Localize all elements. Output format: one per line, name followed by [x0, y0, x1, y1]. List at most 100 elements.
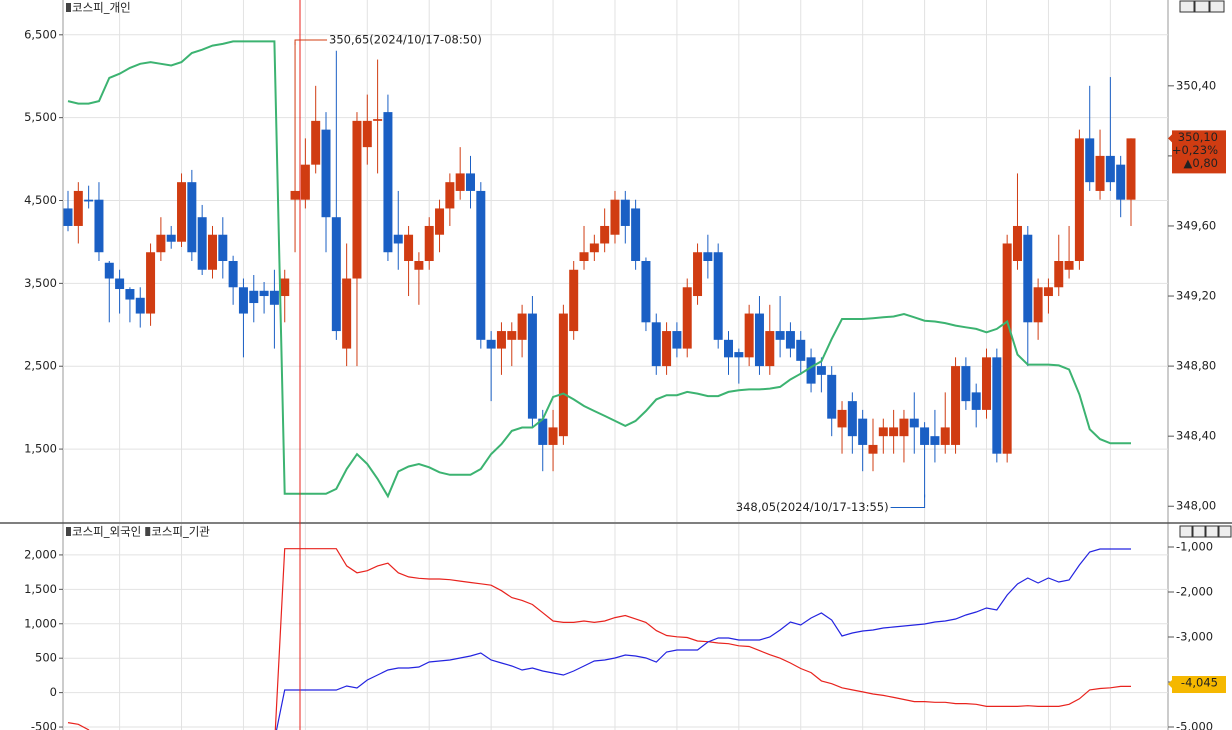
candle-body	[146, 252, 156, 314]
candle-body	[796, 339, 806, 361]
y2-tick-label: -2,000	[1176, 584, 1213, 598]
panel-buttons-bottom[interactable]	[1179, 525, 1232, 538]
candle-body	[115, 278, 125, 290]
legend-label: 코스피_개인	[72, 1, 131, 15]
price-badge	[1172, 676, 1226, 694]
candle-body	[1116, 164, 1126, 200]
candle-body	[238, 287, 248, 314]
candle-body	[445, 182, 455, 209]
candle-body	[63, 208, 73, 226]
candle-body	[1002, 243, 1012, 454]
candle-body	[930, 436, 940, 445]
candle-body	[455, 173, 465, 191]
candle-body	[249, 290, 259, 304]
candle-body	[569, 269, 579, 332]
y-tick-label: 6,500	[24, 27, 57, 41]
candle-body	[878, 427, 888, 437]
candle-body	[1085, 138, 1095, 183]
series-line	[275, 548, 1131, 730]
candle-body	[1126, 138, 1136, 200]
candle-body	[806, 357, 816, 384]
y-tick-label: 1,500	[24, 442, 57, 456]
candle-body	[187, 182, 197, 253]
candle-body	[775, 331, 785, 340]
button[interactable]	[1179, 0, 1195, 13]
candle-body	[744, 313, 754, 358]
candle-body	[290, 190, 300, 200]
candle-body	[465, 173, 475, 191]
panel-buttons-top[interactable]	[1179, 0, 1225, 13]
y2-tick-label: -5,000	[1176, 719, 1213, 730]
candle-body	[961, 366, 971, 402]
candle-body	[909, 418, 919, 428]
button[interactable]	[1179, 525, 1193, 538]
annotation: 350,65(2024/10/17-08:50)	[329, 33, 482, 47]
candle-body	[73, 190, 83, 226]
price-badge-pointer	[1168, 679, 1173, 690]
y-tick-label: 0	[50, 685, 57, 699]
panel-1	[63, 524, 1168, 730]
y-tick-label: -500	[31, 720, 57, 730]
candle-body	[724, 339, 734, 358]
legend-label: 코스피_기관	[151, 525, 210, 539]
legend-icon	[66, 527, 71, 536]
candle-body	[600, 225, 610, 244]
price-badge-text: -4,045	[1181, 676, 1218, 690]
candle-body	[754, 313, 764, 367]
button[interactable]	[1209, 0, 1225, 13]
y2-tick-label: 349,60	[1176, 218, 1216, 232]
candle-body	[104, 262, 114, 279]
candle-body	[610, 199, 620, 235]
button[interactable]	[1205, 525, 1219, 538]
candle-body	[1105, 155, 1115, 183]
candle-body	[259, 290, 269, 297]
candle-body	[682, 287, 692, 349]
price-badge	[1172, 130, 1226, 174]
series-line	[67, 40, 1131, 499]
candle-body	[940, 427, 950, 445]
candle-body	[1095, 155, 1105, 191]
candle-body	[135, 297, 145, 314]
candle-body	[1074, 138, 1084, 261]
candle-body	[166, 234, 176, 242]
button[interactable]	[1192, 525, 1206, 538]
panel-0	[63, 0, 1168, 522]
candle-body	[300, 164, 310, 200]
y2-tick-label: 348,80	[1176, 359, 1216, 373]
candle-body	[1023, 234, 1033, 323]
candle-body	[713, 252, 723, 340]
candle-body	[538, 418, 548, 445]
candle-body	[476, 190, 486, 340]
candle-body	[1012, 225, 1022, 261]
candle-body	[507, 331, 517, 340]
candle-body	[1033, 287, 1043, 323]
candle-body	[352, 120, 362, 279]
candle-body	[527, 313, 537, 419]
candle-body	[84, 199, 94, 202]
price-badge-text: 350,10	[1178, 130, 1218, 144]
button[interactable]	[1218, 525, 1232, 538]
candle-body	[321, 129, 331, 218]
y-tick-label: 2,500	[24, 359, 57, 373]
candle-body	[982, 357, 992, 410]
candle-body	[269, 290, 279, 305]
candle-body	[177, 182, 187, 242]
candle-body	[373, 119, 383, 121]
price-badge-text: ▲0,80	[1184, 156, 1218, 170]
candle-body	[816, 366, 826, 375]
candle-body	[992, 357, 1002, 454]
candle-body	[362, 120, 372, 148]
candle-body	[311, 120, 321, 165]
candle-body	[94, 199, 104, 253]
candle-body	[703, 252, 713, 261]
button[interactable]	[1194, 0, 1210, 13]
candle-body	[858, 418, 868, 445]
candle-body	[620, 199, 630, 226]
y-tick-label: 1,500	[24, 582, 57, 596]
candle-body	[971, 392, 981, 410]
candle-body	[734, 352, 744, 358]
candle-body	[486, 339, 496, 349]
candle-body	[868, 444, 878, 454]
